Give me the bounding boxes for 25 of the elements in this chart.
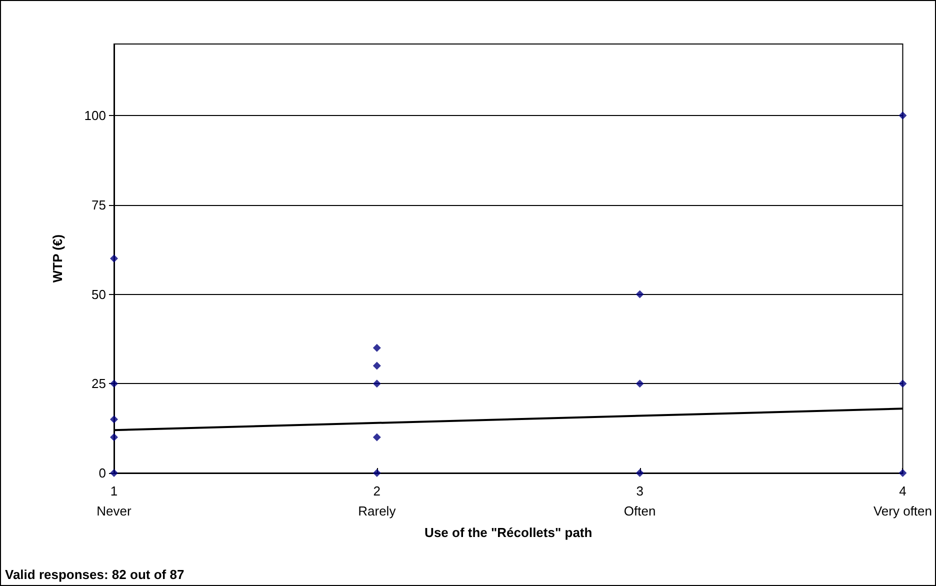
point — [636, 380, 644, 388]
x-tick-label: 4 Very often — [873, 484, 932, 518]
point — [898, 380, 907, 388]
y-tick-label: 50 — [92, 286, 106, 302]
point — [372, 344, 381, 352]
x-tick-label: 1 Never — [96, 484, 132, 518]
y-tick-label: 0 — [98, 466, 106, 480]
y-axis-title: WTP (€) — [50, 234, 65, 283]
point — [898, 112, 907, 120]
y-tick-label: 75 — [92, 197, 106, 212]
x-axis-title: Use of the "Récollets" path — [424, 524, 592, 540]
y-tick-label: 25 — [92, 376, 106, 392]
point — [372, 433, 381, 442]
text: Valid responses: 82 out of 87 — [5, 567, 184, 582]
point — [110, 254, 118, 262]
point — [372, 380, 381, 388]
point — [636, 469, 644, 477]
point — [110, 433, 118, 442]
point — [636, 290, 644, 298]
point — [110, 415, 118, 424]
point — [372, 362, 381, 370]
point — [372, 469, 381, 477]
x-tick-label: 3 Often — [624, 484, 656, 518]
x-tick-label: 2 Rarely — [358, 484, 396, 518]
y-tick-label: 100 — [84, 108, 106, 123]
